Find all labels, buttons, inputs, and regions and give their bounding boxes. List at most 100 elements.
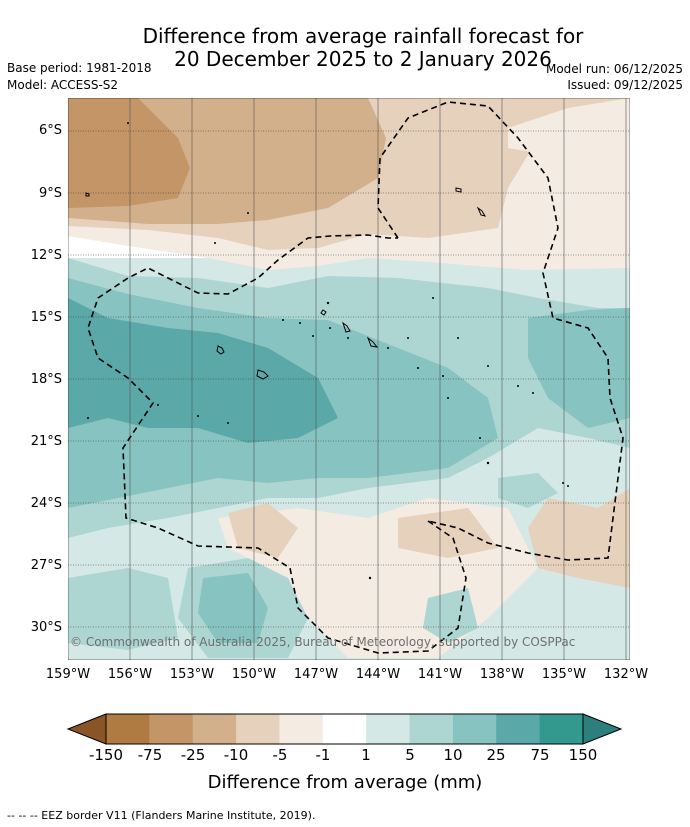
colorbar-cell	[149, 714, 194, 744]
lon-label-135w: 135°W	[541, 667, 587, 682]
latitude-gridlines	[68, 130, 630, 628]
model-name: Model: ACCESS-S2	[7, 78, 119, 92]
island	[85, 192, 90, 197]
island-dot	[299, 322, 301, 324]
colorbar-tick: -150	[88, 746, 124, 764]
colorbar-cells	[66, 713, 623, 745]
lon-label-132w: 132°W	[603, 667, 649, 682]
lon-label-153w: 153°W	[169, 667, 215, 682]
colorbar-extend-low	[66, 713, 107, 745]
island-dot	[486, 461, 490, 465]
island-dot	[517, 385, 519, 387]
island-dot	[247, 212, 249, 214]
map-title-line-2: 20 December 2025 to 2 January 2026	[174, 47, 552, 71]
island-dot	[417, 367, 419, 369]
island	[455, 187, 462, 193]
lat-label-9s: 9°S	[38, 186, 62, 201]
colorbar-cell	[322, 714, 367, 744]
contour-dry-5	[68, 118, 178, 200]
lon-label-147w: 147°W	[293, 667, 339, 682]
lat-label-15s: 15°S	[30, 310, 62, 325]
contour-wet-east	[528, 308, 630, 428]
colorbar-tick: 5	[405, 746, 415, 764]
colorbar	[66, 713, 623, 745]
colorbar-cell	[496, 714, 541, 744]
island-dot	[282, 319, 284, 321]
colorbar-extend-high	[582, 713, 623, 745]
island-dot	[387, 347, 389, 349]
island-dot	[487, 365, 489, 367]
island-dot	[347, 337, 349, 339]
copyright-notice: © Commonwealth of Australia 2025, Bureau…	[70, 635, 576, 649]
island-dot	[197, 415, 199, 417]
colorbar-cell	[236, 714, 280, 744]
contour-dry-south-3	[228, 503, 298, 558]
eez-borders	[87, 101, 624, 654]
contour-wet-3	[68, 298, 338, 443]
colorbar-cell	[279, 714, 324, 744]
colorbar-tick: 25	[486, 746, 506, 764]
lon-label-141w: 141°W	[417, 667, 463, 682]
colorbar-cell	[106, 714, 150, 744]
island-dot	[447, 397, 449, 399]
rainfall-anomaly-map	[68, 98, 630, 660]
island-dot	[157, 404, 159, 406]
contour-dry-south-2	[398, 508, 498, 558]
colorbar-tick: -75	[137, 746, 163, 764]
map-title-line-1: Difference from average rainfall forecas…	[142, 24, 584, 48]
island	[342, 321, 351, 333]
issued-date: Issued: 09/12/2025	[567, 78, 683, 92]
colorbar-cell	[366, 714, 411, 744]
island-dot	[532, 392, 534, 394]
colorbar-tick: -5	[272, 746, 288, 764]
colorbar-cell	[539, 714, 584, 744]
colorbar-cell	[452, 714, 497, 744]
lon-label-144w: 144°W	[355, 667, 401, 682]
lat-label-6s: 6°S	[38, 123, 62, 138]
lat-label-18s: 18°S	[30, 372, 62, 387]
lat-label-24s: 24°S	[30, 496, 62, 511]
colorbar-cell	[409, 714, 454, 744]
contour-dry-ne-light	[508, 98, 630, 168]
lat-label-21s: 21°S	[30, 434, 62, 449]
island-dot	[87, 417, 89, 419]
eez-border-east	[377, 101, 624, 561]
colorbar-tick: 1	[361, 746, 371, 764]
contour-wet-sw	[68, 568, 178, 650]
colorbar-tick: -1	[315, 746, 331, 764]
island	[366, 336, 379, 348]
contour-wet-east-2	[498, 473, 558, 508]
lat-label-12s: 12°S	[30, 248, 62, 263]
contour-wet-south-3	[423, 588, 478, 643]
island-dot	[227, 422, 229, 424]
contour-dry-se	[528, 488, 630, 588]
island-dot	[312, 335, 314, 337]
lon-label-159w: 159°W	[45, 667, 91, 682]
colorbar-label: Difference from average (mm)	[207, 772, 483, 793]
island-dot	[432, 297, 434, 299]
island	[216, 345, 225, 355]
eez-border-west	[87, 234, 467, 654]
contour-wet-south-2	[198, 573, 268, 643]
lat-label-27s: 27°S	[30, 558, 62, 573]
island-dot	[457, 337, 459, 339]
island-dot	[442, 375, 444, 377]
island	[320, 309, 327, 316]
island-dot	[479, 437, 481, 439]
island-outlines	[85, 187, 487, 380]
colorbar-frame	[105, 713, 584, 745]
colorbar-tick: 150	[568, 746, 598, 764]
colorbar-tick: -25	[180, 746, 206, 764]
lon-label-156w: 156°W	[107, 667, 153, 682]
colorbar-tick: 75	[530, 746, 550, 764]
eez-legend: -- -- -- EEZ border V11 (Flanders Marine…	[7, 809, 316, 822]
island-dot	[329, 327, 331, 329]
island	[256, 369, 269, 380]
model-run-date: Model run: 06/12/2025	[545, 62, 683, 76]
island-dot	[368, 576, 372, 580]
island-dot	[326, 301, 330, 305]
lat-label-30s: 30°S	[30, 620, 62, 635]
lon-label-150w: 150°W	[231, 667, 277, 682]
island-dot	[214, 242, 216, 244]
lon-label-138w: 138°W	[479, 667, 525, 682]
